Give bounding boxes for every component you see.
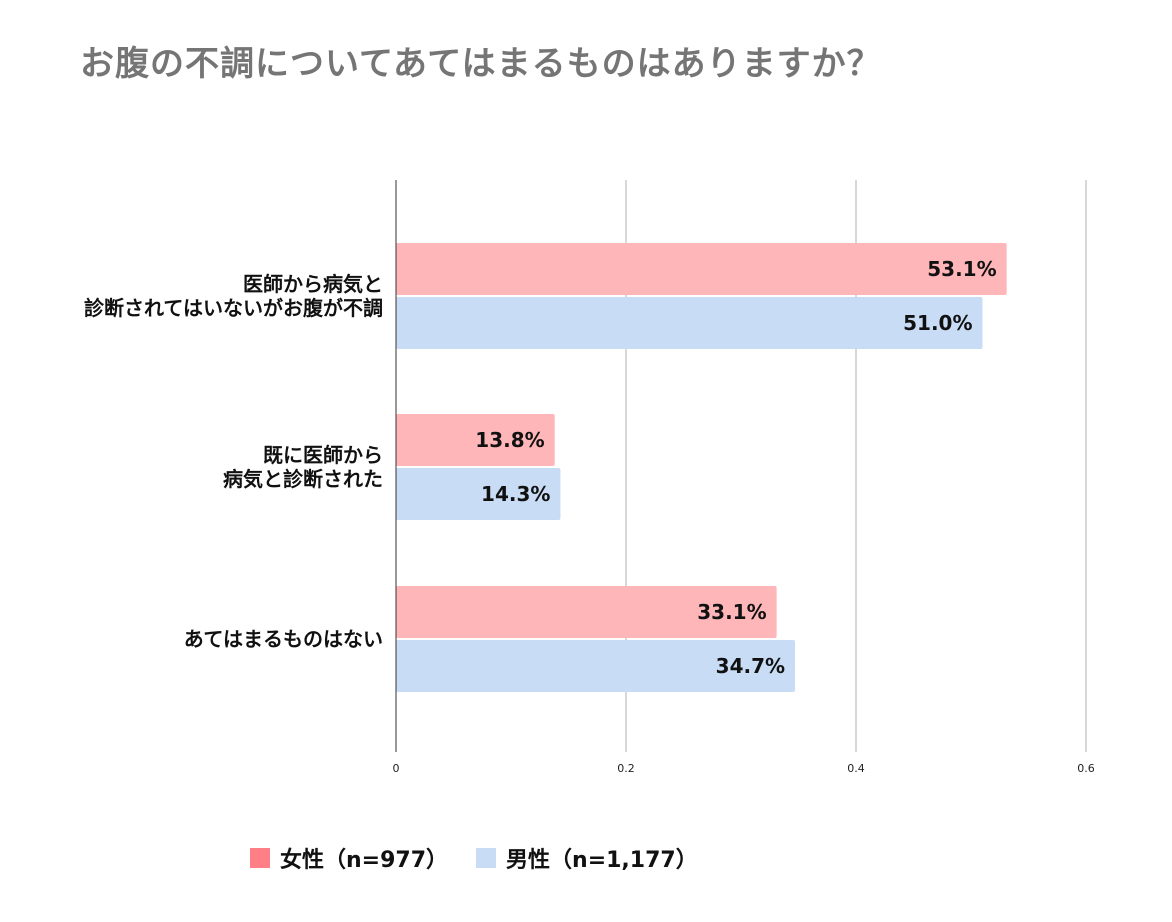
legend-label-male: 男性（n=1,177）	[506, 848, 698, 873]
x-tick-label: 0	[393, 762, 400, 775]
x-tick-label: 0.6	[1077, 762, 1095, 775]
bar	[396, 243, 1007, 295]
chart-title: お腹の不調についてあてはまるものはありますか？	[80, 44, 882, 84]
data-label: 51.0%	[903, 311, 972, 335]
data-label: 13.8%	[475, 428, 544, 452]
legend-swatch-female	[250, 848, 270, 868]
data-label: 33.1%	[697, 600, 766, 624]
labels: 0 0.2 0.4 0.6 53.1% 51.0% 医師から病気と診断されてはいないがお腹が…	[84, 257, 1095, 775]
data-label: 14.3%	[481, 482, 550, 506]
legend-swatch-male	[476, 848, 497, 868]
category-label: 医師から病気と	[243, 272, 383, 296]
data-label: 34.7%	[716, 654, 785, 678]
bar	[396, 468, 561, 520]
bar	[396, 640, 796, 692]
category-label: 既に医師から	[263, 443, 383, 467]
bars	[396, 243, 1007, 692]
bar	[396, 414, 555, 466]
legend-label-female: 女性（n=977）	[280, 848, 449, 873]
x-tick-label: 0.4	[847, 762, 865, 775]
x-tick-label: 0.2	[617, 762, 635, 775]
category-label: 診断されてはいないがお腹が不調	[84, 296, 383, 320]
category-label: 病気と診断された	[223, 467, 383, 491]
legend-item-male[interactable]: 男性（n=1,177）	[476, 842, 698, 874]
data-label: 53.1%	[927, 257, 996, 281]
legend: 女性（n=977） 男性（n=1,177）	[250, 840, 698, 876]
bar	[396, 586, 777, 638]
bar	[396, 297, 983, 349]
legend-item-female[interactable]: 女性（n=977）	[250, 842, 448, 874]
category-label: あてはまるものはない	[184, 627, 383, 651]
